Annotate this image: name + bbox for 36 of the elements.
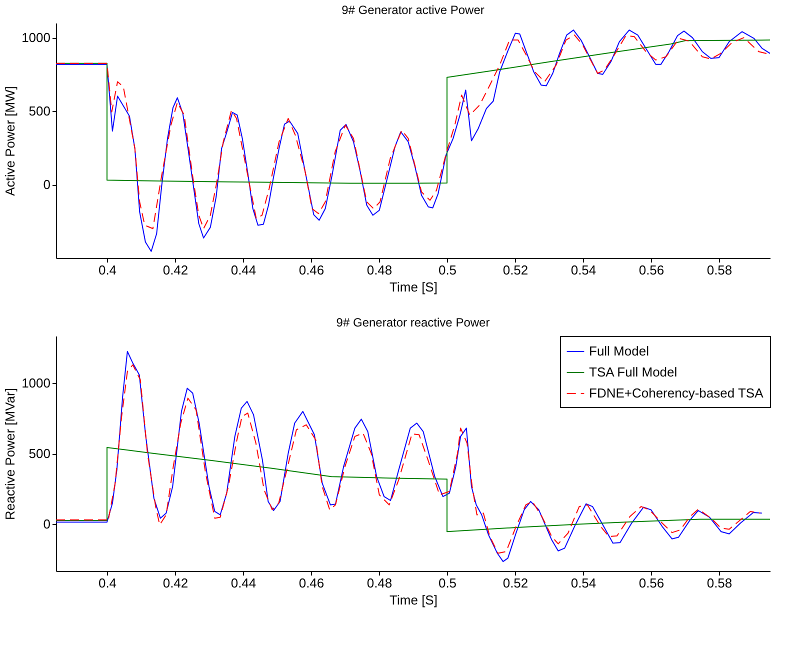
x-tick-label: 0.52 (502, 576, 528, 590)
y-tick-label: 500 (28, 104, 50, 119)
x-tick-label: 0.58 (706, 262, 732, 278)
x-tick-label: 0.5 (438, 576, 457, 590)
x-tick-label: 0.44 (230, 262, 256, 278)
y-tick-label: 1000 (22, 376, 50, 391)
x-tick-label: 0.54 (570, 576, 596, 590)
x-tick-label: 0.48 (366, 576, 392, 590)
x-tick-label: 0.42 (162, 576, 188, 590)
y-axis-title: Active Power [MW] (2, 86, 18, 196)
y-tick-label: 0 (43, 516, 50, 532)
y-tick-label: 500 (28, 446, 50, 461)
x-tick-label: 0.5 (438, 262, 457, 278)
x-tick-label: 0.4 (98, 576, 117, 590)
x-tick-label: 0.56 (638, 262, 664, 278)
x-tick-label: 0.46 (298, 576, 324, 590)
chart-title: 9# Generator reactive Power (336, 316, 490, 330)
legend-label: FDNE+Coherency-based TSA (589, 386, 764, 400)
x-tick-label: 0.56 (638, 576, 664, 590)
x-tick-label: 0.54 (570, 262, 596, 278)
x-tick-label: 0.42 (162, 262, 188, 278)
x-tick-label: 0.4 (98, 262, 117, 278)
x-tick-label: 0.46 (298, 262, 324, 278)
line-series (56, 446, 770, 532)
legend-label: Full Model (589, 344, 650, 358)
chart-title: 9# Generator active Power (342, 3, 484, 17)
x-tick-label: 0.48 (366, 262, 392, 278)
y-tick-label: 0 (43, 177, 50, 192)
legend-label: TSA Full Model (589, 364, 678, 380)
x-axis-title: Time [S] (390, 592, 438, 608)
x-tick-label: 0.44 (230, 576, 256, 590)
x-axis-title: Time [S] (390, 280, 438, 294)
x-tick-label: 0.52 (502, 262, 528, 278)
x-tick-label: 0.58 (706, 576, 732, 590)
y-tick-label: 1000 (22, 30, 50, 46)
y-axis-title: Reactive Power [MVar] (2, 388, 18, 520)
